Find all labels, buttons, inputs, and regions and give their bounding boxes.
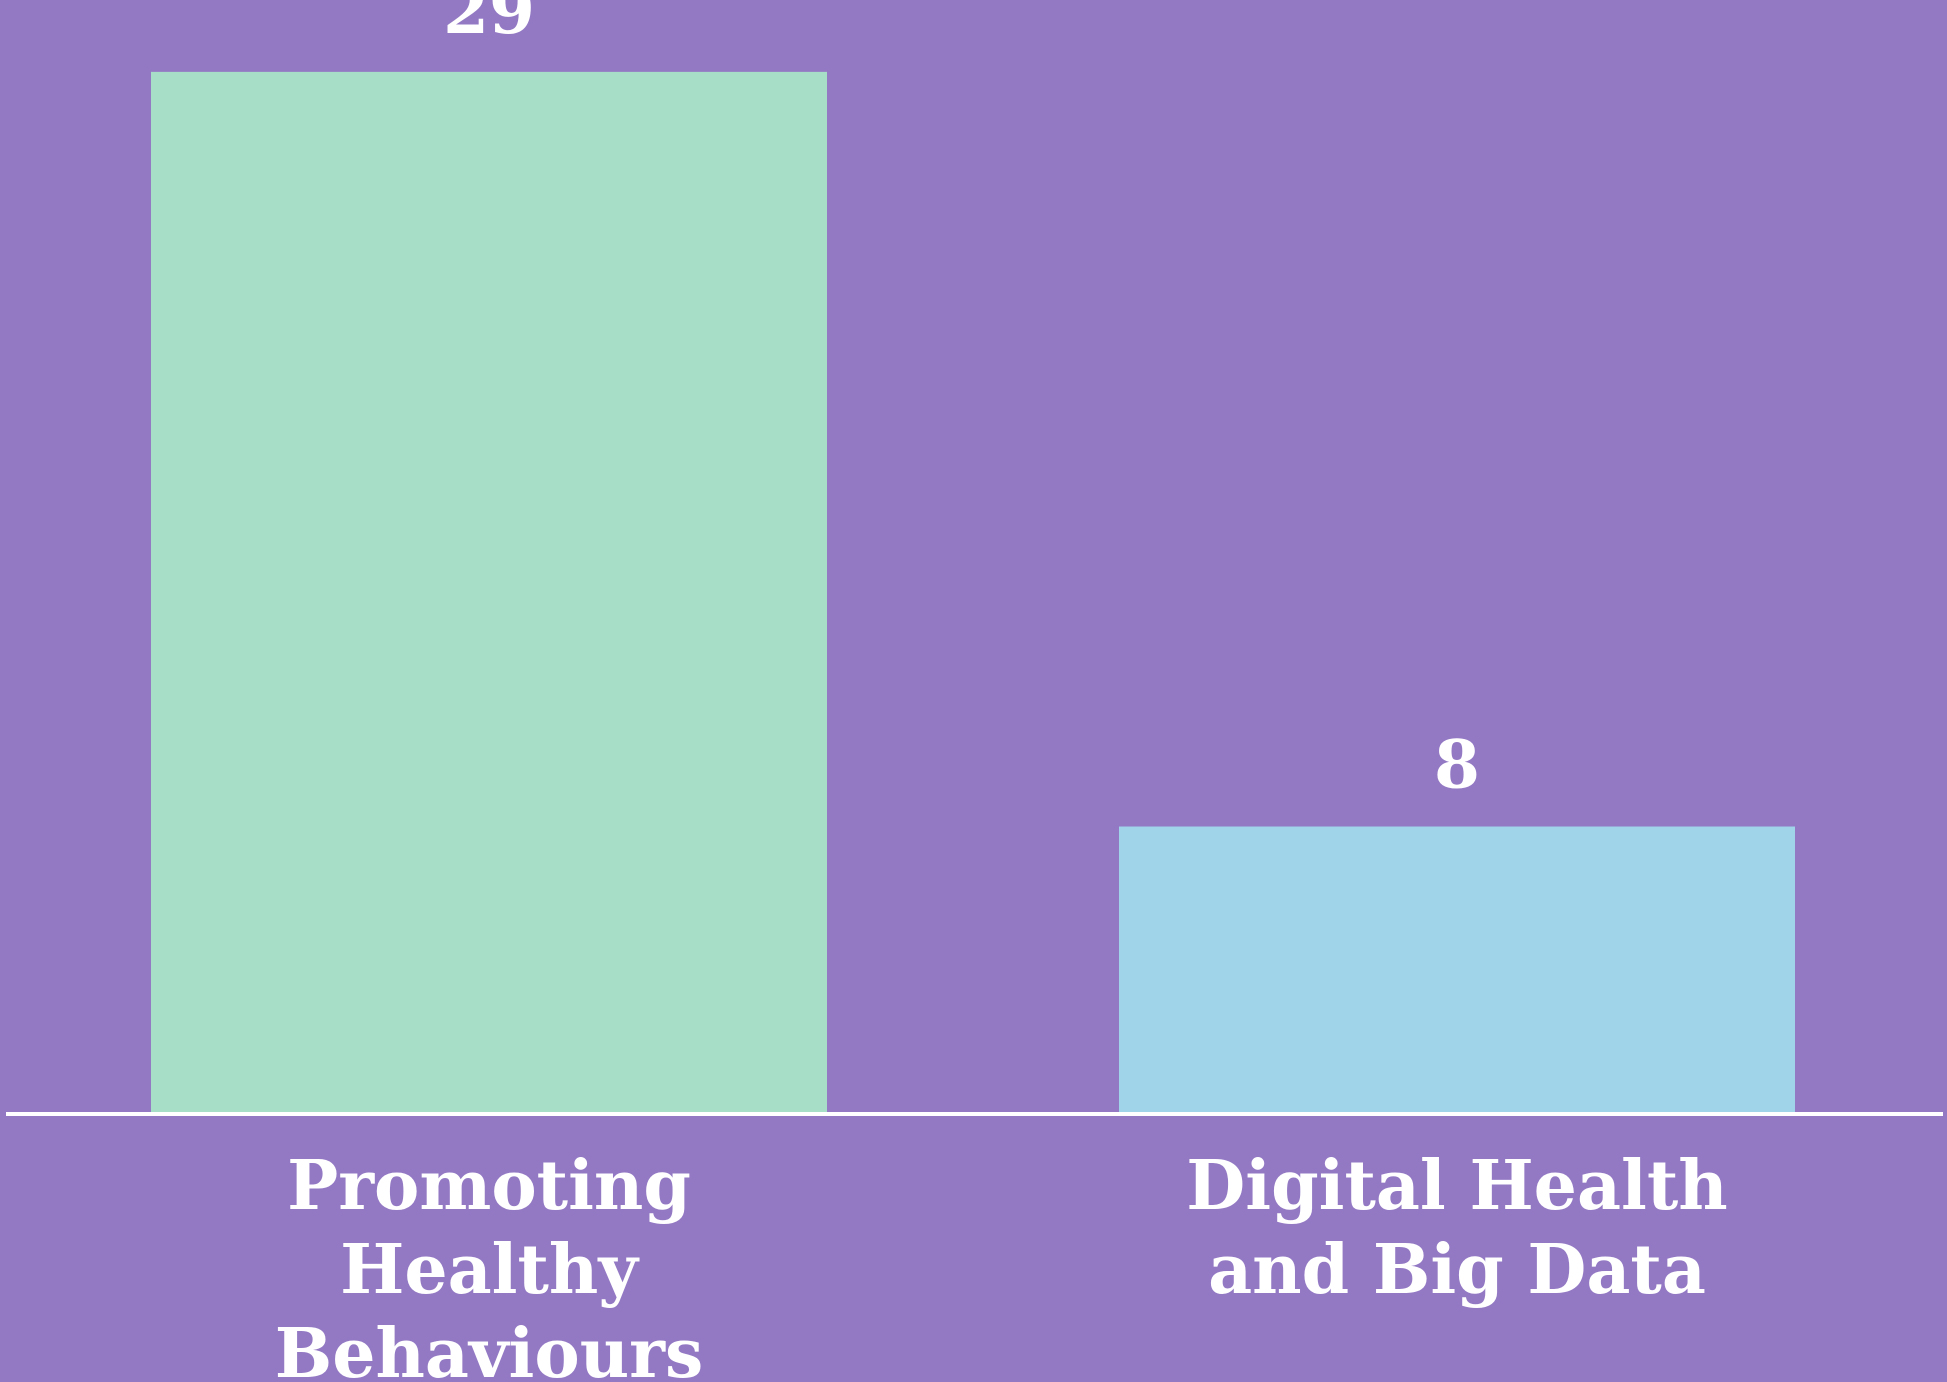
- value-label: 8: [1434, 726, 1480, 804]
- bar: [1119, 826, 1795, 1114]
- x-tick-label: Promoting Healthy Behaviours: [274, 1146, 704, 1382]
- x-tick-label: Digital Health and Big Data: [1186, 1146, 1728, 1310]
- bar: [151, 71, 827, 1114]
- value-label: 29: [443, 0, 535, 49]
